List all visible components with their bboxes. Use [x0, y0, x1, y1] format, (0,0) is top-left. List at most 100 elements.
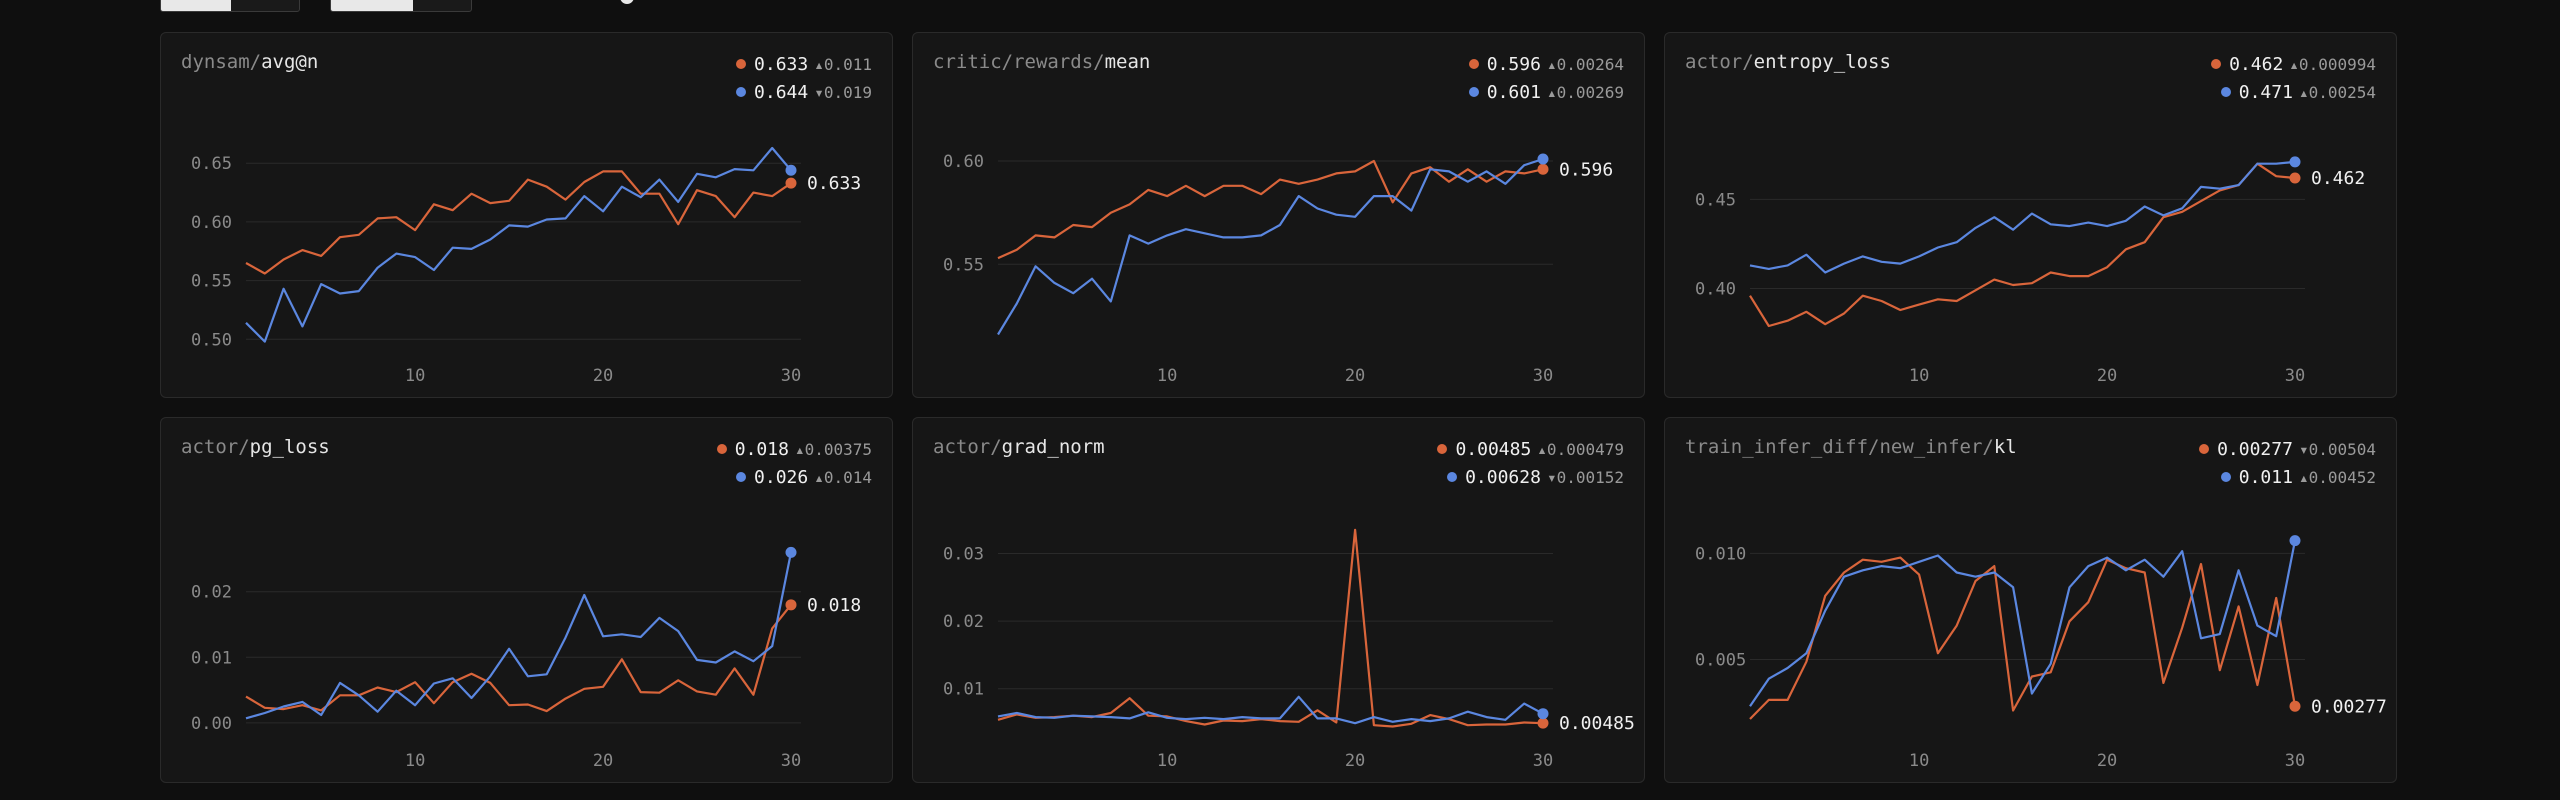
chart-panel[interactable]: train_infer_diff/new_infer/kl 0.00277 ▾0.0… [1664, 417, 2397, 783]
legend-entry[interactable]: 0.026 ▴0.014 [717, 464, 872, 492]
legend-entry[interactable]: 0.462 ▴0.000994 [2211, 51, 2376, 79]
series-endpoint-marker[interactable] [785, 599, 797, 611]
legend-entry[interactable]: 0.633 ▴0.011 [736, 51, 872, 79]
series-line[interactable] [245, 170, 792, 275]
legend-entry[interactable]: 0.018 ▴0.00375 [716, 436, 872, 464]
x-tick-label: 20 [593, 751, 613, 771]
legend-entry[interactable]: 0.596 ▴0.00264 [1468, 51, 1624, 79]
chart-plot[interactable]: 0.55 0.60 10 20 30 0.596 [913, 33, 1646, 399]
chart-title-prefix: actor/ [1685, 51, 1754, 73]
view-mode-option-1[interactable] [161, 0, 231, 11]
legend-dot-icon [1447, 472, 1458, 482]
legend-value: 0.633 [754, 54, 809, 75]
chart-title: train_infer_diff/new_infer/kl [1685, 436, 2017, 458]
end-value-label: 0.018 [807, 595, 861, 616]
legend-dot-icon [2211, 59, 2222, 69]
chart-plot[interactable]: 0.50 0.55 0.60 0.65 10 20 30 0.633 [161, 33, 894, 399]
y-tick-label: 0.40 [1695, 280, 1736, 300]
legend-value: 0.596 [1486, 54, 1541, 75]
series-endpoint-marker[interactable] [1537, 163, 1549, 175]
legend-entry[interactable]: 0.471 ▴0.00254 [2211, 79, 2376, 107]
chart-plot[interactable]: 0.01 0.02 0.03 10 20 30 0.00485 [913, 418, 1646, 784]
legend-delta: ▴0.011 [814, 55, 872, 74]
legend-entry[interactable]: 0.00485 ▴0.000479 [1437, 436, 1624, 464]
series-endpoint-marker[interactable] [2289, 156, 2301, 168]
scale-option-1[interactable] [331, 0, 413, 11]
series-line[interactable] [997, 159, 1544, 260]
series-line[interactable] [245, 604, 792, 713]
view-mode-segmented-control[interactable] [160, 0, 300, 12]
chart-panel[interactable]: actor/entropy_loss 0.462 ▴0.000994 0.471 ▴0.… [1664, 32, 2397, 398]
y-tick-label: 0.005 [1695, 651, 1746, 671]
toolbar [160, 0, 2400, 12]
y-tick-label: 0.50 [191, 330, 232, 350]
y-tick-label: 0.02 [191, 583, 232, 603]
chart-title-prefix: actor/ [181, 436, 250, 458]
series-endpoint-marker[interactable] [2289, 535, 2301, 547]
legend-entry[interactable]: 0.644 ▾0.019 [736, 79, 872, 107]
legend-entry[interactable]: 0.601 ▴0.00269 [1468, 79, 1624, 107]
chart-panel[interactable]: critic/rewards/mean 0.596 ▴0.00264 0.601 ▴0.… [912, 32, 1645, 398]
chart-legend: 0.462 ▴0.000994 0.471 ▴0.00254 [2211, 51, 2376, 107]
legend-dot-icon [716, 444, 727, 454]
series-line[interactable] [1749, 540, 2297, 707]
view-mode-option-2[interactable] [231, 0, 299, 11]
series-line[interactable] [245, 146, 792, 343]
series-endpoint-marker[interactable] [1537, 708, 1549, 720]
x-tick-label: 10 [405, 751, 425, 771]
chart-title: critic/rewards/mean [933, 51, 1150, 73]
y-tick-label: 0.010 [1695, 544, 1746, 564]
scale-option-2[interactable] [413, 0, 471, 11]
series-line[interactable] [1749, 162, 2296, 328]
end-value-label: 0.00277 [2311, 696, 2387, 717]
chart-plot[interactable]: 0.40 0.45 10 20 30 0.462 [1665, 33, 2398, 399]
series-line[interactable] [997, 157, 1544, 336]
series-line[interactable] [1749, 160, 2296, 274]
chart-title: actor/entropy_loss [1685, 51, 1891, 73]
series-endpoint-marker[interactable] [2289, 172, 2301, 184]
series-line[interactable] [997, 695, 1544, 725]
series-endpoint-marker[interactable] [2289, 700, 2301, 712]
chart-title-metric: pg_loss [249, 436, 330, 458]
chart-panel[interactable]: actor/pg_loss 0.018 ▴0.00375 0.026 ▴0.014 0.0… [160, 417, 893, 783]
legend-value: 0.018 [734, 439, 789, 460]
chart-plot[interactable]: 0.005 0.010 10 20 30 0.00277 [1665, 418, 2398, 784]
legend-entry[interactable]: 0.00628 ▾0.00152 [1437, 464, 1624, 492]
y-tick-label: 0.60 [943, 152, 984, 172]
chart-panel[interactable]: dynsam/avg@n 0.633 ▴0.011 0.644 ▾0.019 0.50 0.… [160, 32, 893, 398]
chart-title: actor/pg_loss [181, 436, 330, 458]
chart-title-prefix: critic/rewards/ [933, 51, 1105, 73]
series-endpoint-marker[interactable] [785, 164, 797, 176]
legend-dot-icon [1468, 59, 1479, 69]
legend-value: 0.462 [2229, 54, 2284, 75]
y-tick-label: 0.03 [943, 545, 984, 565]
x-tick-label: 10 [405, 366, 425, 386]
x-tick-label: 20 [2097, 751, 2117, 771]
series-endpoint-marker[interactable] [1537, 153, 1549, 165]
series-endpoint-marker[interactable] [785, 177, 797, 189]
x-tick-label: 30 [781, 751, 801, 771]
y-tick-label: 0.55 [943, 255, 984, 275]
series-line[interactable] [245, 552, 793, 720]
series-endpoint-marker[interactable] [785, 546, 797, 558]
legend-entry[interactable]: 0.00277 ▾0.00504 [2199, 436, 2376, 464]
y-tick-label: 0.45 [1695, 190, 1736, 210]
legend-delta: ▴0.00452 [2298, 468, 2376, 487]
legend-value: 0.00277 [2217, 439, 2293, 460]
chart-panel[interactable]: actor/grad_norm 0.00485 ▴0.000479 0.00628 ▾0… [912, 417, 1645, 783]
smoothing-toggle-knob[interactable] [620, 0, 634, 4]
legend-delta: ▴0.014 [814, 468, 872, 487]
chart-legend: 0.633 ▴0.011 0.644 ▾0.019 [736, 51, 872, 107]
chart-title-metric: entropy_loss [1753, 51, 1891, 73]
legend-delta: ▴0.000994 [2289, 55, 2376, 74]
chart-title: dynsam/avg@n [181, 51, 318, 73]
series-endpoint-marker[interactable] [1537, 717, 1549, 729]
legend-dot-icon [1468, 87, 1479, 97]
x-tick-label: 20 [1345, 751, 1365, 771]
legend-entry[interactable]: 0.011 ▴0.00452 [2199, 464, 2376, 492]
y-tick-label: 0.01 [191, 648, 232, 668]
chart-plot[interactable]: 0.00 0.01 0.02 10 20 30 0.018 [161, 418, 894, 784]
series-line[interactable] [997, 528, 1544, 728]
scale-segmented-control[interactable] [330, 0, 472, 12]
series-line[interactable] [1749, 556, 2297, 720]
